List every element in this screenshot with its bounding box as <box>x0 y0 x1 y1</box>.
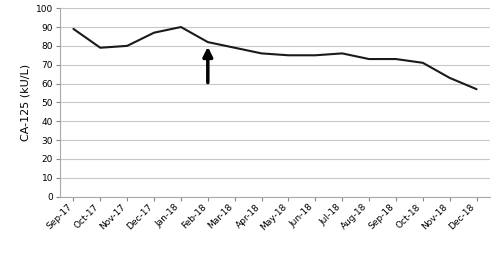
Y-axis label: CA-125 (kU/L): CA-125 (kU/L) <box>20 64 30 141</box>
